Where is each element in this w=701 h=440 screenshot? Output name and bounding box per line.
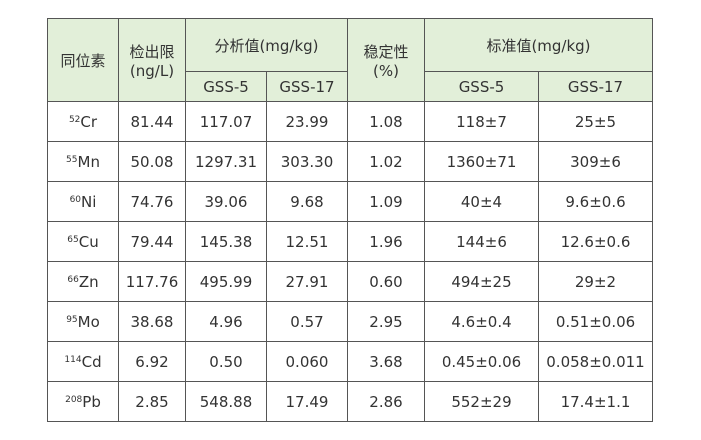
isotope-cell: 65Cu <box>47 221 119 262</box>
element: Mn <box>77 152 100 171</box>
data-row: 208Pb 2.85 548.88 17.49 2.86 552±29 17.4±1.1 <box>47 381 653 422</box>
element: Cd <box>81 352 102 371</box>
data-cell: 117.76 <box>118 261 186 302</box>
header-row: GSS-5 GSS-17 GSS-5 GSS-17 <box>48 71 653 102</box>
element: Ni <box>81 192 97 211</box>
isotope-cell: 95Mo <box>47 301 119 342</box>
element: Cr <box>80 112 98 131</box>
data-row: 66Zn 117.76 495.99 27.91 0.60 494±25 29±2 <box>47 261 653 302</box>
data-cell: 1.09 <box>347 181 425 222</box>
data-cell: 0.058±0.011 <box>538 341 653 382</box>
data-cell: 4.6±0.4 <box>424 301 539 342</box>
data-cell: 4.96 <box>185 301 267 342</box>
table-body: 同位素 检出限 (ng/L) 分析值(mg/kg) 稳定性 (%) 标准值(mg/k… <box>47 18 653 422</box>
data-row: 52Cr 81.44 117.07 23.99 1.08 118±7 25±5 <box>47 101 653 142</box>
element: Zn <box>78 272 99 291</box>
data-cell: 0.57 <box>266 301 348 342</box>
header-text: 检出限 <box>129 42 175 61</box>
isotope-cell: 55Mn <box>47 141 119 182</box>
data-cell: 79.44 <box>118 221 186 262</box>
mass-number: 208 <box>65 394 83 405</box>
data-cell: 548.88 <box>185 381 267 422</box>
isotope-cell: 52Cr <box>47 101 119 142</box>
data-cell: 12.51 <box>266 221 348 262</box>
data-cell: 12.6±0.6 <box>538 221 653 262</box>
header-cell: 检出限 (ng/L) <box>118 18 186 102</box>
isotope-cell: 60Ni <box>47 181 119 222</box>
data-cell: 1.08 <box>347 101 425 142</box>
data-cell: 495.99 <box>185 261 267 302</box>
data-cell: 27.91 <box>266 261 348 302</box>
element: Pb <box>82 392 101 411</box>
data-cell: 145.38 <box>185 221 267 262</box>
data-cell: 1.02 <box>347 141 425 182</box>
mass-number: 55 <box>66 154 78 165</box>
data-cell: 1360±71 <box>424 141 539 182</box>
mass-number: 52 <box>68 114 81 125</box>
data-cell: 117.07 <box>185 101 267 142</box>
table-container: 同位素 检出限 (ng/L) 分析值(mg/kg) 稳定性 (%) 标准值(mg/k… <box>47 18 653 422</box>
data-cell: 552±29 <box>424 381 539 422</box>
data-cell: 3.68 <box>347 341 425 382</box>
mass-number: 95 <box>66 314 78 325</box>
element: Cu <box>78 232 99 251</box>
data-cell: 309±6 <box>538 141 653 182</box>
header-row: 同位素 检出限 (ng/L) 分析值(mg/kg) 稳定性 (%) 标准值(mg/k… <box>47 18 653 102</box>
data-cell: 81.44 <box>118 101 186 142</box>
isotope-cell: 66Zn <box>47 261 119 302</box>
data-cell: 40±4 <box>424 181 539 222</box>
data-cell: 17.49 <box>266 381 348 422</box>
data-cell: 0.51±0.06 <box>538 301 653 342</box>
data-table: 同位素 检出限 (ng/L) 分析值(mg/kg) 稳定性 (%) 标准值(mg/k… <box>47 18 653 422</box>
data-cell: 1297.31 <box>185 141 267 182</box>
data-cell: 9.68 <box>266 181 348 222</box>
data-cell: 23.99 <box>266 101 348 142</box>
data-row: 114Cd 6.92 0.50 0.060 3.68 0.45±0.06 0.058±0.0… <box>47 341 653 382</box>
header-cell: 分析值(mg/kg) <box>185 18 348 72</box>
data-cell: 2.86 <box>347 381 425 422</box>
data-cell: 2.85 <box>118 381 186 422</box>
header-text: 稳定性 <box>363 42 409 61</box>
header-cell: 标准值(mg/kg) <box>424 18 653 72</box>
element: Mo <box>77 312 100 331</box>
data-cell: 118±7 <box>424 101 539 142</box>
isotope-cell: 208Pb <box>47 381 119 422</box>
data-cell: 9.6±0.6 <box>538 181 653 222</box>
data-cell: 39.06 <box>185 181 267 222</box>
data-cell: 38.68 <box>118 301 186 342</box>
data-row: 55Mn 50.08 1297.31 303.30 1.02 1360±71 309±6 <box>47 141 653 182</box>
data-cell: 74.76 <box>118 181 186 222</box>
mass-number: 114 <box>64 354 82 365</box>
mass-number: 66 <box>67 274 79 285</box>
data-row: 60Ni 74.76 39.06 9.68 1.09 40±4 9.6±0.6 <box>47 181 653 222</box>
data-row: 95Mo 38.68 4.96 0.57 2.95 4.6±0.4 0.51±0.06 <box>47 301 653 342</box>
mass-number: 65 <box>67 234 79 245</box>
header-cell: GSS-17 <box>266 71 348 102</box>
header-cell: 稳定性 (%) <box>347 18 425 102</box>
isotope-cell: 114Cd <box>47 341 119 382</box>
data-cell: 50.08 <box>118 141 186 182</box>
data-cell: 29±2 <box>538 261 653 302</box>
data-cell: 25±5 <box>538 101 653 142</box>
data-cell: 1.96 <box>347 221 425 262</box>
header-cell: 同位素 <box>47 18 119 102</box>
data-row: 65Cu 79.44 145.38 12.51 1.96 144±6 12.6±0.6 <box>47 221 653 262</box>
data-cell: 0.60 <box>347 261 425 302</box>
data-cell: 144±6 <box>424 221 539 262</box>
data-cell: 0.060 <box>266 341 348 382</box>
data-cell: 303.30 <box>266 141 348 182</box>
data-cell: 0.45±0.06 <box>424 341 539 382</box>
header-unit: (ng/L) <box>129 61 175 80</box>
header-cell: GSS-5 <box>185 71 267 102</box>
data-cell: 2.95 <box>347 301 425 342</box>
data-cell: 17.4±1.1 <box>538 381 653 422</box>
header-unit: (%) <box>373 61 399 80</box>
data-cell: 0.50 <box>185 341 267 382</box>
header-cell: GSS-5 <box>424 71 539 102</box>
data-cell: 494±25 <box>424 261 539 302</box>
data-cell: 6.92 <box>118 341 186 382</box>
mass-number: 60 <box>69 194 82 205</box>
header-cell: GSS-17 <box>538 71 653 102</box>
